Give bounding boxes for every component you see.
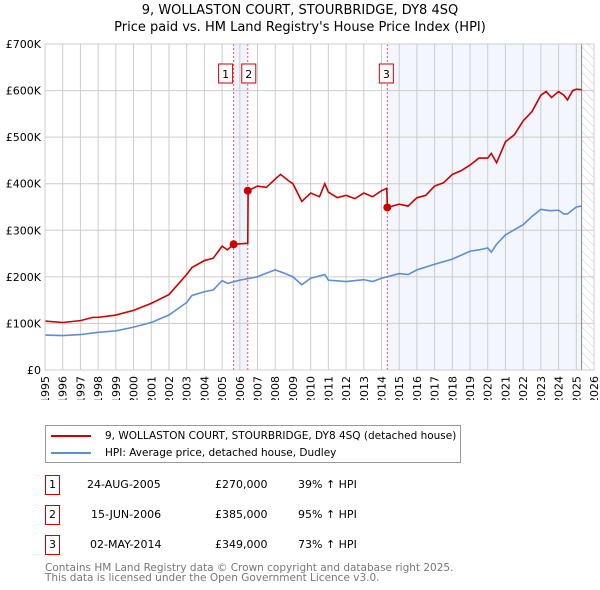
- sale-label-box: [218, 63, 234, 84]
- sale-row: 1 24-AUG-2005 £270,000 39% ↑ HPI: [45, 475, 465, 495]
- y-tick-label: £600K: [6, 85, 42, 98]
- highlight-band: [387, 44, 582, 370]
- legend-label: 9, WOLLASTON COURT, STOURBRIDGE, DY8 4SQ…: [105, 430, 457, 442]
- sale-number: 2: [45, 505, 60, 525]
- x-tick-label: 2025: [570, 376, 583, 400]
- highlight-band: [233, 44, 248, 370]
- sale-hpi: 73% ↑ HPI: [298, 538, 357, 551]
- y-tick-label: £0: [27, 364, 41, 377]
- x-tick-label: 2024: [553, 376, 566, 400]
- x-tick-label: 2017: [429, 376, 442, 400]
- legend-swatch-red: [51, 435, 91, 437]
- y-tick-label: £400K: [6, 178, 42, 191]
- x-tick-label: 2004: [198, 376, 211, 400]
- x-tick-label: 2020: [482, 376, 495, 400]
- sale-label-box: [378, 63, 394, 84]
- sale-price: £349,000: [215, 538, 268, 551]
- legend-item-property: 9, WOLLASTON COURT, STOURBRIDGE, DY8 4SQ…: [46, 428, 456, 444]
- legend-item-hpi: HPI: Average price, detached house, Dudl…: [46, 445, 336, 461]
- x-tick-label: 2009: [287, 376, 300, 400]
- series-line: [44, 205, 582, 337]
- footer: Contains HM Land Registry data © Crown c…: [45, 562, 454, 584]
- chart-subtitle: Price paid vs. HM Land Registry's House …: [114, 20, 486, 35]
- x-tick-label: 2026: [588, 376, 600, 400]
- x-tick-label: 1995: [39, 376, 52, 400]
- y-tick-label: £500K: [6, 131, 42, 144]
- sale-label: 2: [245, 68, 252, 81]
- sale-price: £270,000: [215, 478, 268, 491]
- sale-number: 1: [45, 475, 60, 495]
- legend-swatch-blue: [51, 452, 91, 454]
- sale-row: 3 02-MAY-2014 £349,000 73% ↑ HPI: [45, 535, 465, 555]
- sale-label: 3: [383, 68, 390, 81]
- sale-hpi: 39% ↑ HPI: [298, 478, 357, 491]
- x-tick-label: 2002: [163, 376, 176, 400]
- x-tick-label: 2006: [234, 376, 247, 400]
- chart-title: 9, WOLLASTON COURT, STOURBRIDGE, DY8 4SQ: [141, 3, 459, 18]
- legend-label: HPI: Average price, detached house, Dudl…: [105, 447, 337, 459]
- legend: 9, WOLLASTON COURT, STOURBRIDGE, DY8 4SQ…: [45, 425, 461, 463]
- x-tick-label: 2005: [216, 376, 229, 400]
- x-tick-label: 2023: [535, 376, 548, 400]
- sale-price: £385,000: [215, 508, 268, 521]
- sale-date: 02-MAY-2014: [90, 538, 162, 551]
- x-tick-label: 1996: [57, 376, 70, 400]
- sale-row: 2 15-JUN-2006 £385,000 95% ↑ HPI: [45, 505, 465, 525]
- sale-label-box: [241, 63, 257, 84]
- y-tick-label: £200K: [6, 271, 42, 284]
- x-tick-label: 1997: [74, 376, 87, 400]
- y-tick-label: £100K: [6, 317, 42, 330]
- plot-border: [44, 43, 595, 371]
- sale-label: 1: [222, 68, 229, 81]
- x-tick-label: 2010: [305, 376, 318, 400]
- x-tick-label: 1999: [110, 376, 123, 400]
- x-tick-label: 2007: [252, 376, 265, 400]
- sale-point: [229, 240, 238, 249]
- x-tick-label: 2008: [269, 376, 282, 400]
- sale-date: 15-JUN-2006: [91, 508, 162, 521]
- x-tick-label: 1998: [92, 376, 105, 400]
- x-tick-label: 2016: [411, 376, 424, 400]
- price-chart: 1995 1996 1997 1998 1999 2000 2001 2002 2003 2004…: [6, 38, 600, 400]
- footer-line: This data is licensed under the Open Gov…: [45, 572, 380, 584]
- forecast-hatch: [581, 44, 594, 370]
- x-tick-label: 2021: [499, 376, 512, 400]
- y-tick-label: £300K: [6, 224, 42, 237]
- x-tick-label: 2022: [517, 376, 530, 400]
- x-tick-label: 2014: [375, 376, 388, 400]
- series-line: [44, 88, 582, 324]
- x-tick-label: 2012: [340, 376, 353, 400]
- footer-line: Contains HM Land Registry data © Crown c…: [45, 562, 454, 574]
- x-tick-label: 2001: [145, 376, 158, 400]
- sale-point: [383, 203, 392, 212]
- x-tick-label: 2011: [322, 376, 335, 400]
- y-tick-label: £700K: [6, 38, 42, 51]
- sale-date: 24-AUG-2005: [87, 478, 161, 491]
- x-tick-label: 2019: [464, 376, 477, 400]
- x-tick-label: 2018: [446, 376, 459, 400]
- x-tick-label: 2000: [128, 376, 141, 400]
- sale-number: 3: [45, 535, 60, 555]
- sale-hpi: 95% ↑ HPI: [298, 508, 357, 521]
- x-tick-label: 2013: [358, 376, 371, 400]
- x-tick-label: 2015: [393, 376, 406, 400]
- x-tick-label: 2003: [181, 376, 194, 400]
- sale-point: [243, 186, 252, 195]
